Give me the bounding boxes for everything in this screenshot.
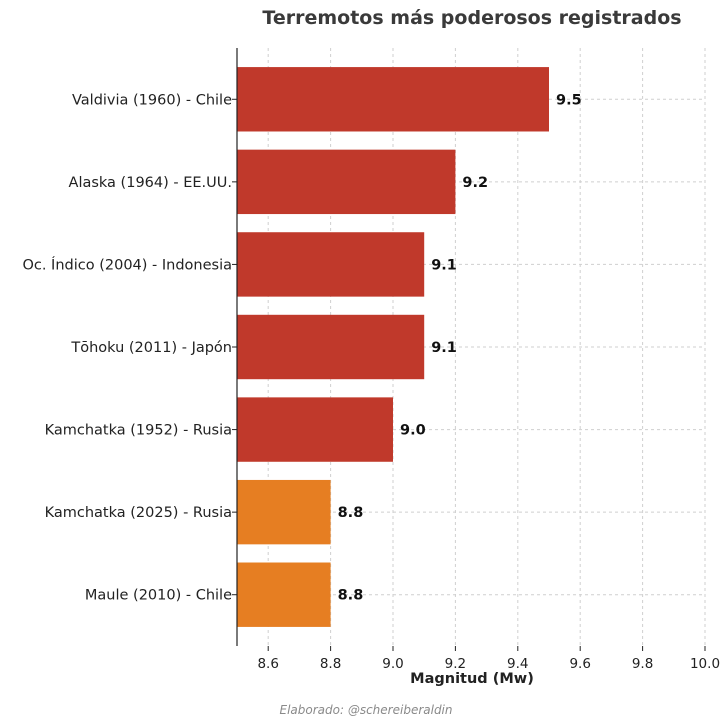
bar: [237, 67, 549, 132]
category-label: Valdivia (1960) - Chile: [72, 92, 232, 108]
bar: [237, 479, 331, 545]
data-label: 9.1: [431, 340, 457, 356]
x-tick-label: 10.0: [690, 656, 720, 672]
x-tick-label: 9.2: [445, 656, 466, 672]
x-tick-label: 9.4: [507, 656, 528, 672]
x-tick-labels: 8.6 8.8 9.0 9.2 9.4 9.6 9.8 10.0: [257, 646, 720, 672]
value-labels: 9.5 9.2 9.1 9.1 9.0 8.8 8.8: [338, 92, 582, 603]
category-label: Maule (2010) - Chile: [85, 588, 232, 604]
data-label: 9.1: [431, 257, 457, 273]
category-label: Alaska (1964) - EE.UU.: [69, 175, 232, 191]
category-label: Kamchatka (1952) - Rusia: [45, 423, 232, 439]
x-tick-label: 8.8: [320, 656, 341, 672]
category-label: Kamchatka (2025) - Rusia: [45, 505, 232, 521]
data-label: 9.2: [462, 175, 488, 191]
data-label: 9.0: [400, 423, 426, 439]
x-axis-label: Magnitud (Mw): [410, 671, 534, 687]
data-label: 8.8: [338, 505, 364, 521]
x-tick-label: 9.6: [569, 656, 590, 672]
data-label: 9.5: [556, 92, 582, 108]
category-label: Tōhoku (2011) - Japón: [70, 340, 232, 356]
grid: [237, 48, 706, 646]
bar: [237, 562, 331, 627]
x-tick-label: 9.0: [382, 656, 403, 672]
x-tick-label: 9.8: [632, 656, 653, 672]
data-label: 8.8: [338, 588, 364, 604]
bar: [237, 149, 456, 215]
chart-title: Terremotos más poderosos registrados: [262, 7, 681, 29]
bars: [237, 67, 549, 627]
bar: [237, 314, 425, 380]
category-labels: Valdivia (1960) - Chile Alaska (1964) - E…: [22, 92, 237, 604]
x-tick-label: 8.6: [257, 656, 278, 672]
category-label: Oc. Índico (2004) - Indonesia: [22, 256, 232, 273]
bar: [237, 232, 425, 297]
credit-text: Elaborado: @schereiberaldin: [280, 703, 453, 717]
bar: [237, 397, 393, 462]
